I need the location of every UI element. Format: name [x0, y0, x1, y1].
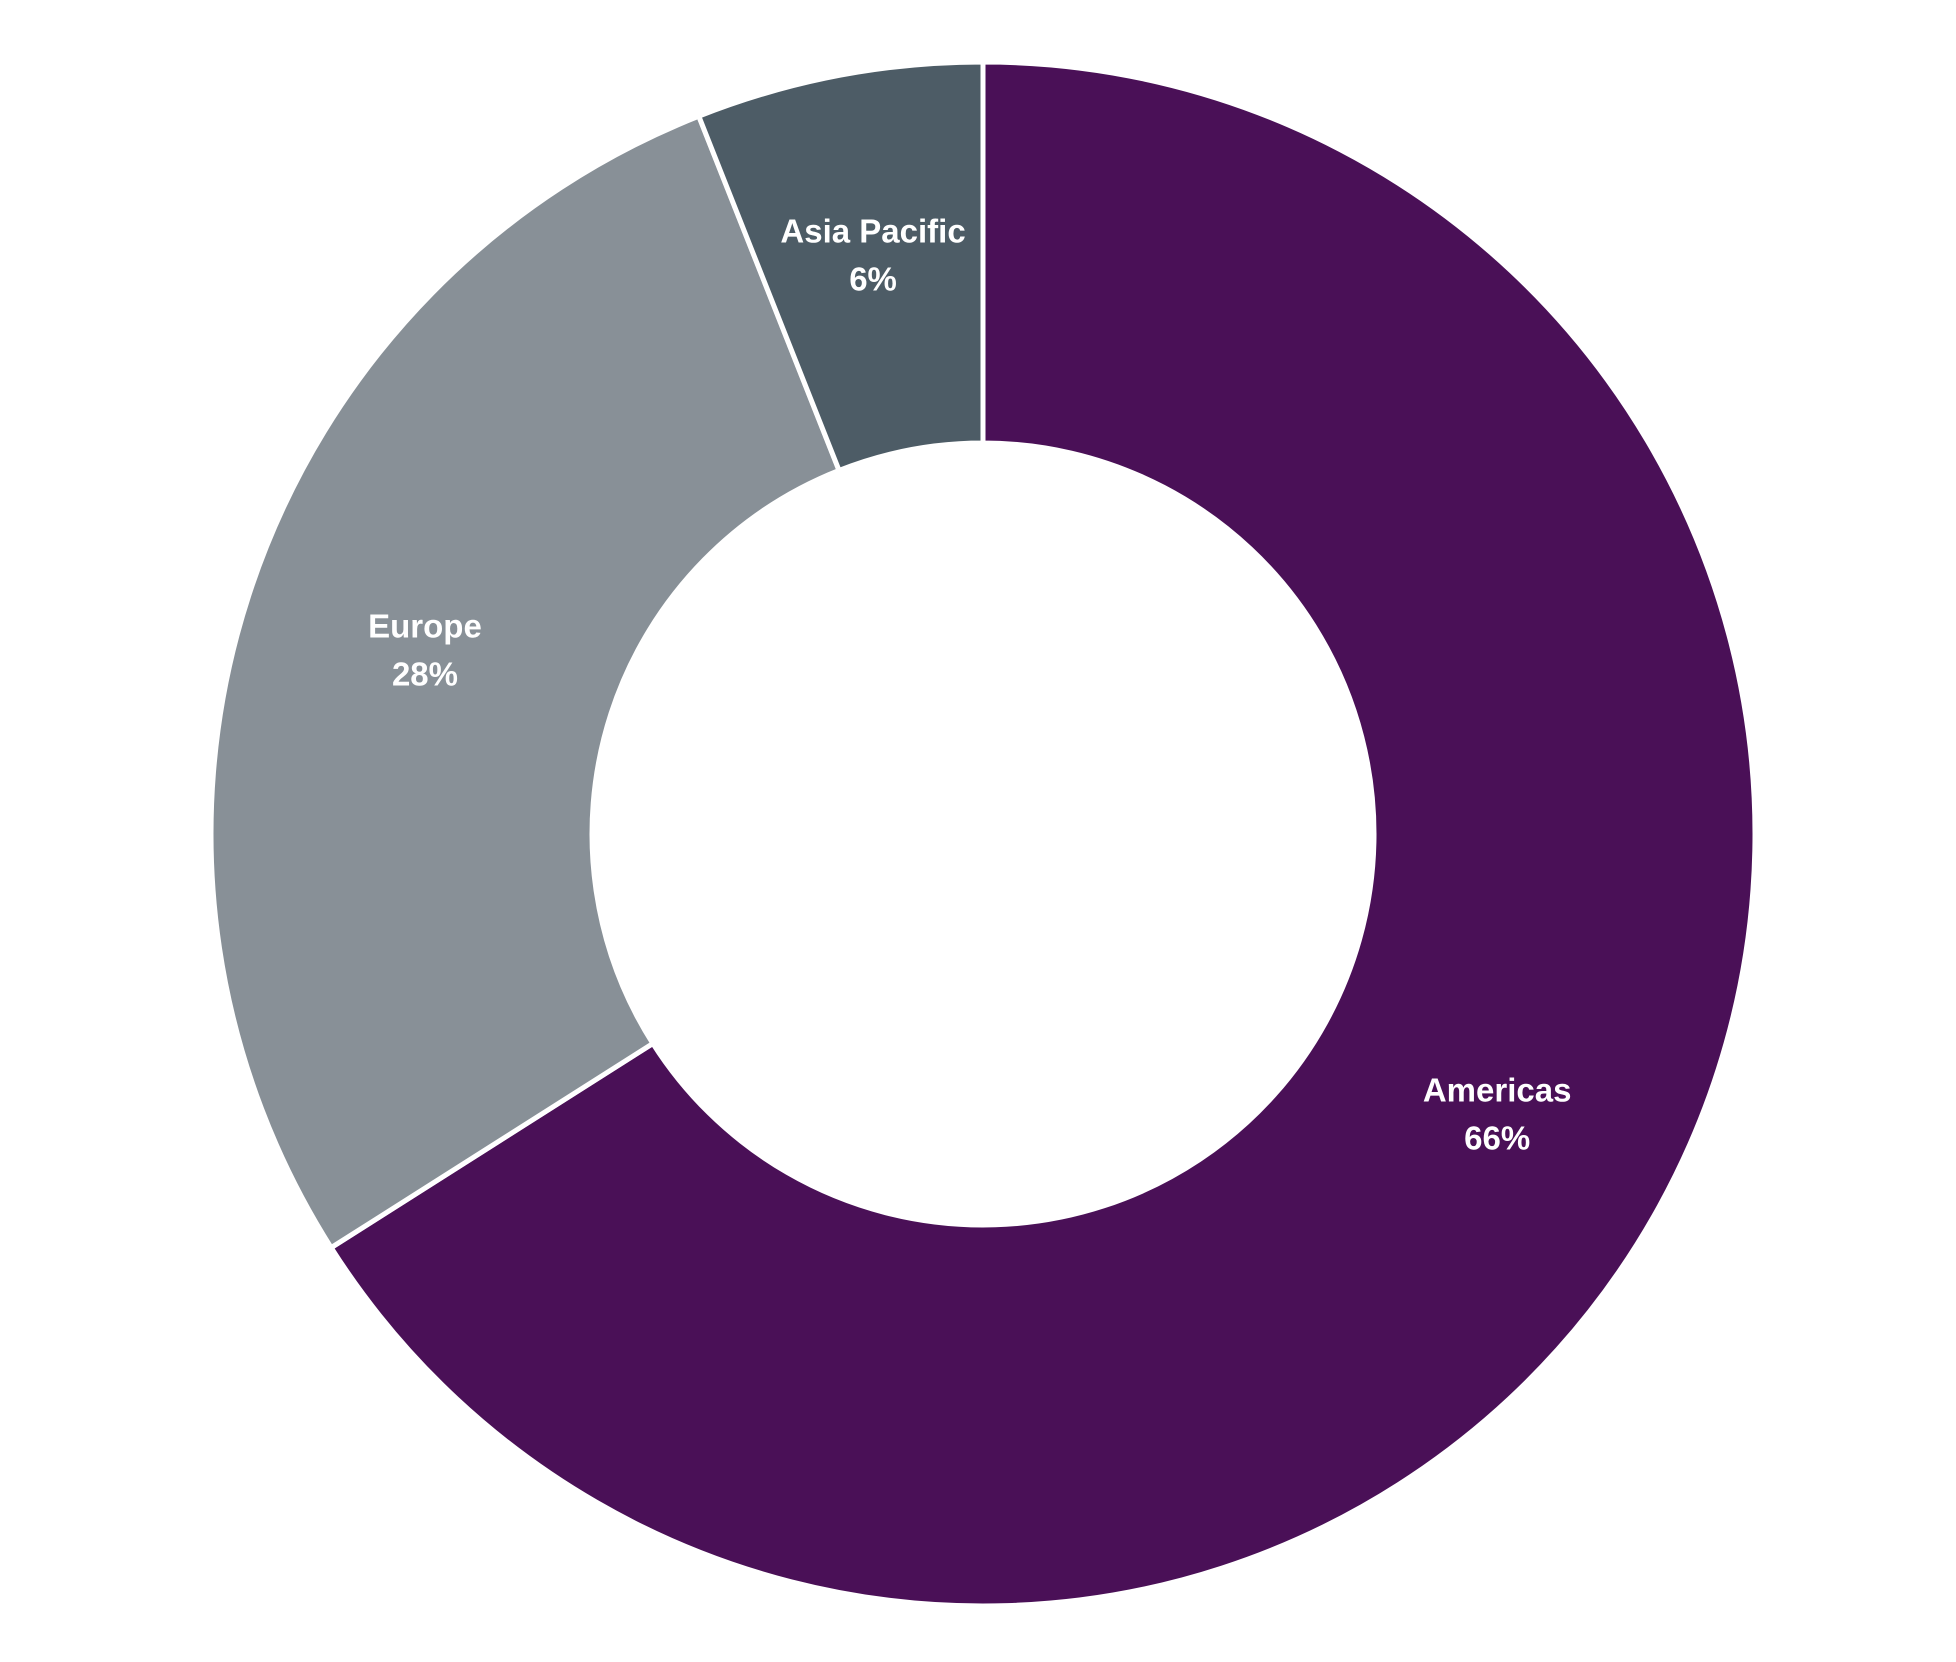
- segment-label: Asia Pacific: [780, 212, 965, 249]
- segment-value-label: 28%: [392, 655, 458, 692]
- donut-segment: [208, 112, 843, 1252]
- donut-segment: [327, 59, 1758, 1609]
- segment-value-label: 6%: [849, 260, 897, 297]
- segment-value-label: 66%: [1464, 1119, 1530, 1156]
- donut-segment: [695, 59, 986, 474]
- segment-label: Europe: [368, 607, 482, 644]
- segment-label: Americas: [1423, 1071, 1572, 1108]
